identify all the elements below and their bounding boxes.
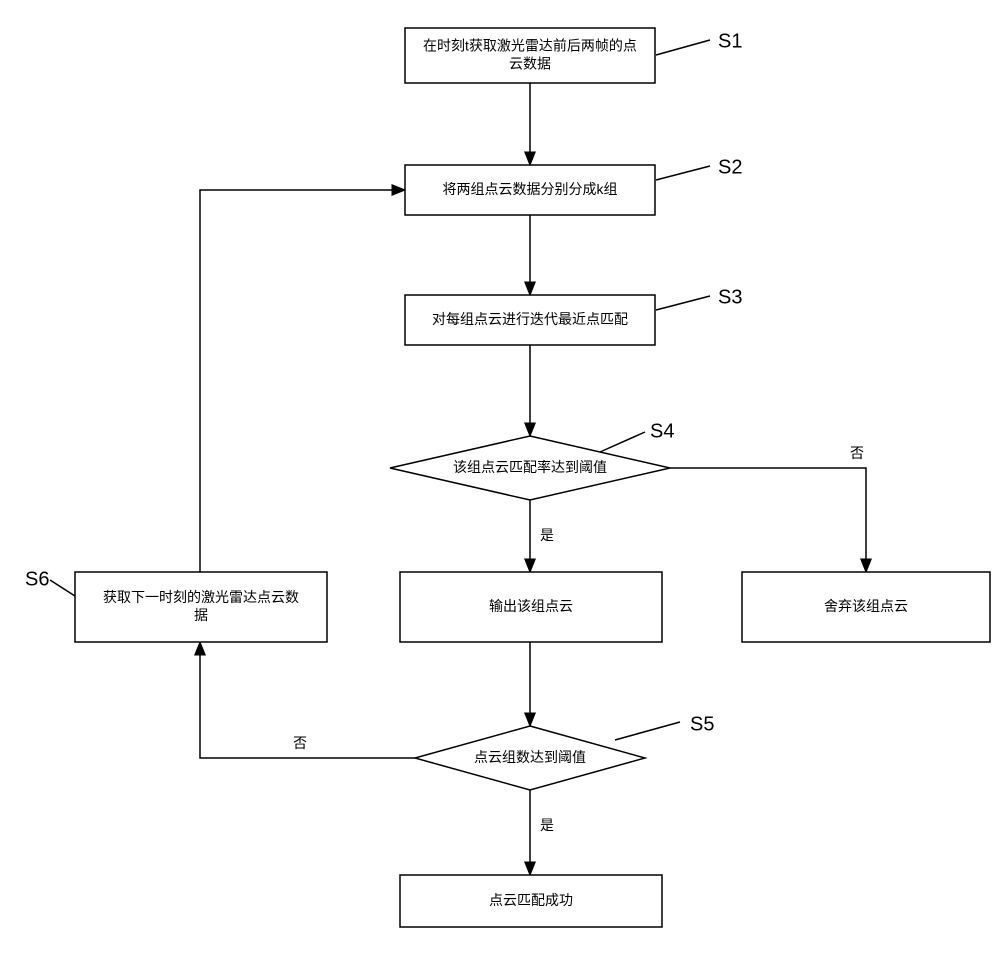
- branch-s4_no: 否: [850, 445, 864, 461]
- branch-s5_no: 否: [293, 735, 307, 751]
- edge-4: [670, 468, 866, 572]
- node-discard-label: 舍弃该组点云: [824, 598, 908, 614]
- node-success-label: 点云匹配成功: [489, 892, 573, 908]
- leader-S6: [50, 580, 75, 596]
- node-s5-label: 点云组数达到阈值: [474, 749, 586, 765]
- step-label-S1: S1: [718, 30, 742, 52]
- branch-s5_yes: 是: [540, 817, 554, 833]
- leader-S3: [656, 296, 710, 310]
- step-label-S5: S5: [690, 713, 714, 735]
- node-s4-label: 该组点云匹配率达到阈值: [453, 459, 607, 475]
- branch-s4_yes: 是: [540, 527, 554, 543]
- edge-8: [200, 190, 405, 572]
- edge-7: [200, 642, 415, 758]
- leader-S4: [600, 432, 645, 452]
- step-label-S2: S2: [718, 156, 742, 178]
- node-out-label: 输出该组点云: [489, 598, 573, 614]
- leader-S2: [656, 166, 710, 180]
- step-label-S6: S6: [25, 568, 49, 590]
- step-label-S3: S3: [718, 286, 742, 308]
- leader-S1: [656, 40, 710, 55]
- step-label-S4: S4: [650, 420, 674, 442]
- flowchart: 在时刻t获取激光雷达前后两帧的点云数据将两组点云数据分别分成k组对每组点云进行迭…: [0, 0, 1000, 969]
- leader-S5: [615, 722, 680, 740]
- node-s2-label: 将两组点云数据分别分成k组: [443, 181, 618, 197]
- node-s3-label: 对每组点云进行迭代最近点匹配: [432, 311, 628, 327]
